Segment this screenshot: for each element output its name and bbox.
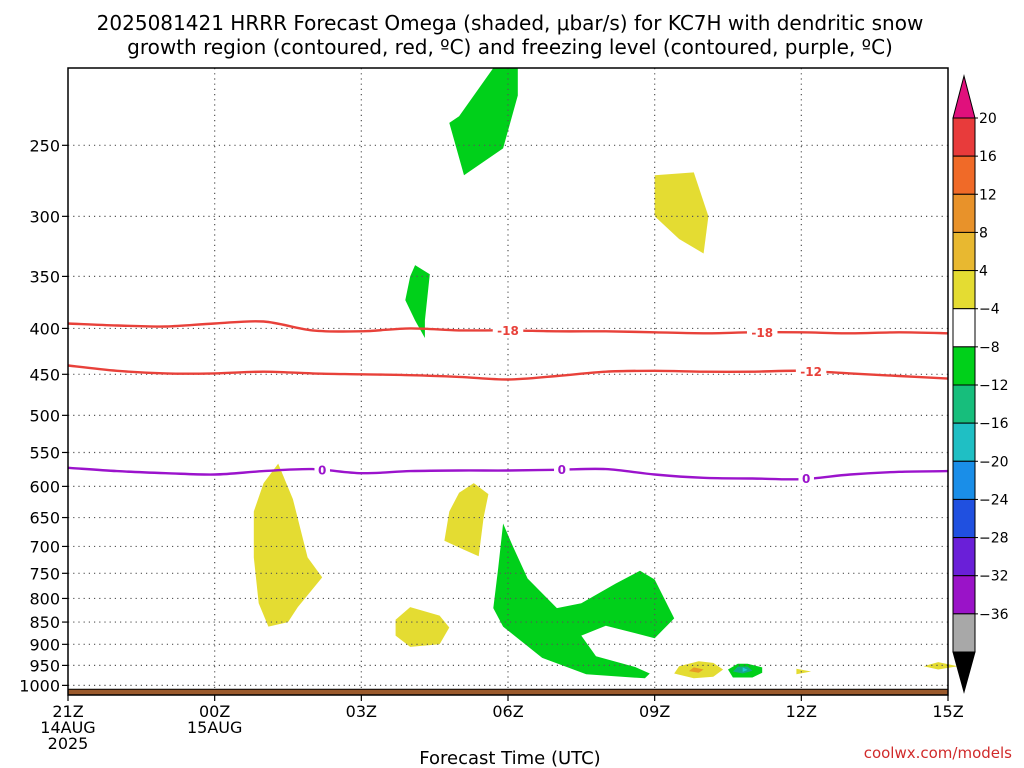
- colorbar-bin-11: [952, 537, 976, 577]
- y-tick-label-750: 750: [29, 564, 60, 583]
- omega-region-1: [405, 265, 430, 338]
- omega-region-6: [444, 483, 489, 557]
- omega-colorbar: 20 16 12 8 4 −4 −8 −12 −16 −20 −24 −28 −32 −36: [952, 74, 1009, 694]
- colorbar-label-13: −36: [979, 607, 1009, 623]
- omega-shaded-regions: [253, 68, 958, 679]
- x-tick-label-12: 09Z: [639, 702, 670, 721]
- y-axis-pressure: 250 300 350 400 450 500 550 600 650 700 750 800 850 9…: [19, 136, 68, 695]
- colorbar-bin-2: [952, 193, 976, 233]
- contour-label-2-2: 0: [802, 472, 810, 486]
- y-tick-label-250: 250: [29, 136, 60, 155]
- contour-label-1-0: -12: [800, 365, 822, 379]
- colorbar-label-3: 8: [979, 225, 988, 241]
- omega-region-13: [742, 667, 748, 672]
- colorbar-bin-3: [952, 231, 976, 272]
- colorbar-top-triangle: [952, 74, 976, 119]
- x-axis-label: Forecast Time (UTC): [419, 748, 600, 768]
- colorbar-label-0: 20: [979, 111, 997, 127]
- colorbar-label-12: −32: [979, 569, 1009, 585]
- colorbar-bin-9: [952, 460, 976, 500]
- chart-title-line-1: 2025081421 HRRR Forecast Omega (shaded, …: [97, 11, 924, 35]
- y-tick-label-700: 700: [29, 537, 60, 556]
- x-tick-label-3: 00Z 15AUG: [187, 702, 242, 737]
- colorbar-label-8: −16: [979, 416, 1009, 432]
- y-tick-label-900: 900: [29, 635, 60, 654]
- y-tick-label-600: 600: [29, 477, 60, 496]
- x-tick-label-0: 21Z 14AUG 2025: [40, 702, 95, 753]
- contour-label-0-1: -18: [751, 326, 773, 340]
- contour-label-bg-2-2: [798, 470, 814, 487]
- y-tick-label-450: 450: [29, 365, 60, 384]
- colorbar-label-10: −24: [979, 492, 1009, 508]
- contour-label-bg-0-1: [746, 324, 778, 341]
- x-tick-label-9: 06Z: [492, 702, 523, 721]
- omega-region-2: [493, 523, 675, 679]
- colorbar-bin-0: [952, 117, 976, 157]
- colorbar-bin-1: [952, 155, 976, 195]
- colorbar-label-9: −20: [979, 454, 1009, 470]
- colorbar-label-6: −8: [979, 340, 1000, 356]
- contour-label-bg-2-0: [314, 461, 330, 478]
- x-tick-label-15: 12Z: [786, 702, 817, 721]
- y-tick-label-650: 650: [29, 509, 60, 528]
- y-tick-label-950: 950: [29, 656, 60, 675]
- omega-region-4: [654, 172, 709, 254]
- x-tick-label-18: 15Z: [932, 702, 963, 721]
- omega-region-9: [796, 668, 812, 675]
- chart-title: 2025081421 HRRR Forecast Omega (shaded, …: [97, 11, 924, 59]
- contour-label-bg-1-0: [795, 363, 827, 380]
- contour-label-bg-2-1: [554, 461, 570, 478]
- colorbar-label-2: 12: [979, 187, 997, 203]
- y-tick-label-850: 850: [29, 613, 60, 632]
- contour-label-2-1: 0: [558, 463, 566, 477]
- y-tick-label-300: 300: [29, 207, 60, 226]
- colorbar-bin-7: [952, 384, 976, 424]
- y-tick-label-400: 400: [29, 319, 60, 338]
- omega-region-12: [732, 666, 753, 674]
- colorbar-bin-4: [952, 270, 976, 310]
- colorbar-bin-8: [952, 422, 976, 462]
- colorbar-bin-5: [952, 308, 976, 348]
- colorbar-label-11: −28: [979, 531, 1009, 547]
- colorbar-bin-10: [952, 498, 976, 539]
- y-tick-label-1000: 1000: [19, 676, 60, 695]
- omega-region-7: [395, 607, 450, 647]
- y-tick-label-800: 800: [29, 589, 60, 608]
- omega-region-10: [923, 662, 958, 670]
- x-tick-label-6: 03Z: [346, 702, 377, 721]
- x-axis-time: 21Z 14AUG 2025 00Z 15AUG 03Z 06Z 09Z 12Z 15Z: [40, 695, 964, 753]
- chart-title-line-2: growth region (contoured, red, ºC) and f…: [127, 35, 893, 59]
- contour-line-2: [67, 466, 949, 481]
- y-tick-label-500: 500: [29, 406, 60, 425]
- temperature-contours: -18 -18 -12 0 0 0: [67, 320, 949, 487]
- y-tick-label-550: 550: [29, 443, 60, 462]
- colorbar-bin-13: [952, 613, 976, 653]
- colorbar-bottom-triangle: [952, 651, 976, 694]
- colorbar-label-4: 4: [979, 264, 988, 280]
- contour-label-2-0: 0: [318, 463, 326, 477]
- colorbar-bin-6: [952, 346, 976, 386]
- ground-layer: [68, 688, 948, 695]
- contour-label-0-0: -18: [497, 324, 519, 338]
- colorbar-label-7: −12: [979, 378, 1009, 394]
- omega-region-5: [253, 463, 323, 627]
- credit-text: coolwx.com/models: [864, 744, 1012, 762]
- y-tick-label-350: 350: [29, 267, 60, 286]
- colorbar-label-5: −4: [979, 302, 1000, 318]
- omega-region-0: [449, 68, 518, 176]
- omega-region-11: [688, 667, 704, 673]
- colorbar-label-1: 16: [979, 149, 997, 165]
- ground-fill: [68, 689, 948, 695]
- colorbar-bin-12: [952, 575, 976, 615]
- contour-label-bg-0-0: [492, 322, 524, 339]
